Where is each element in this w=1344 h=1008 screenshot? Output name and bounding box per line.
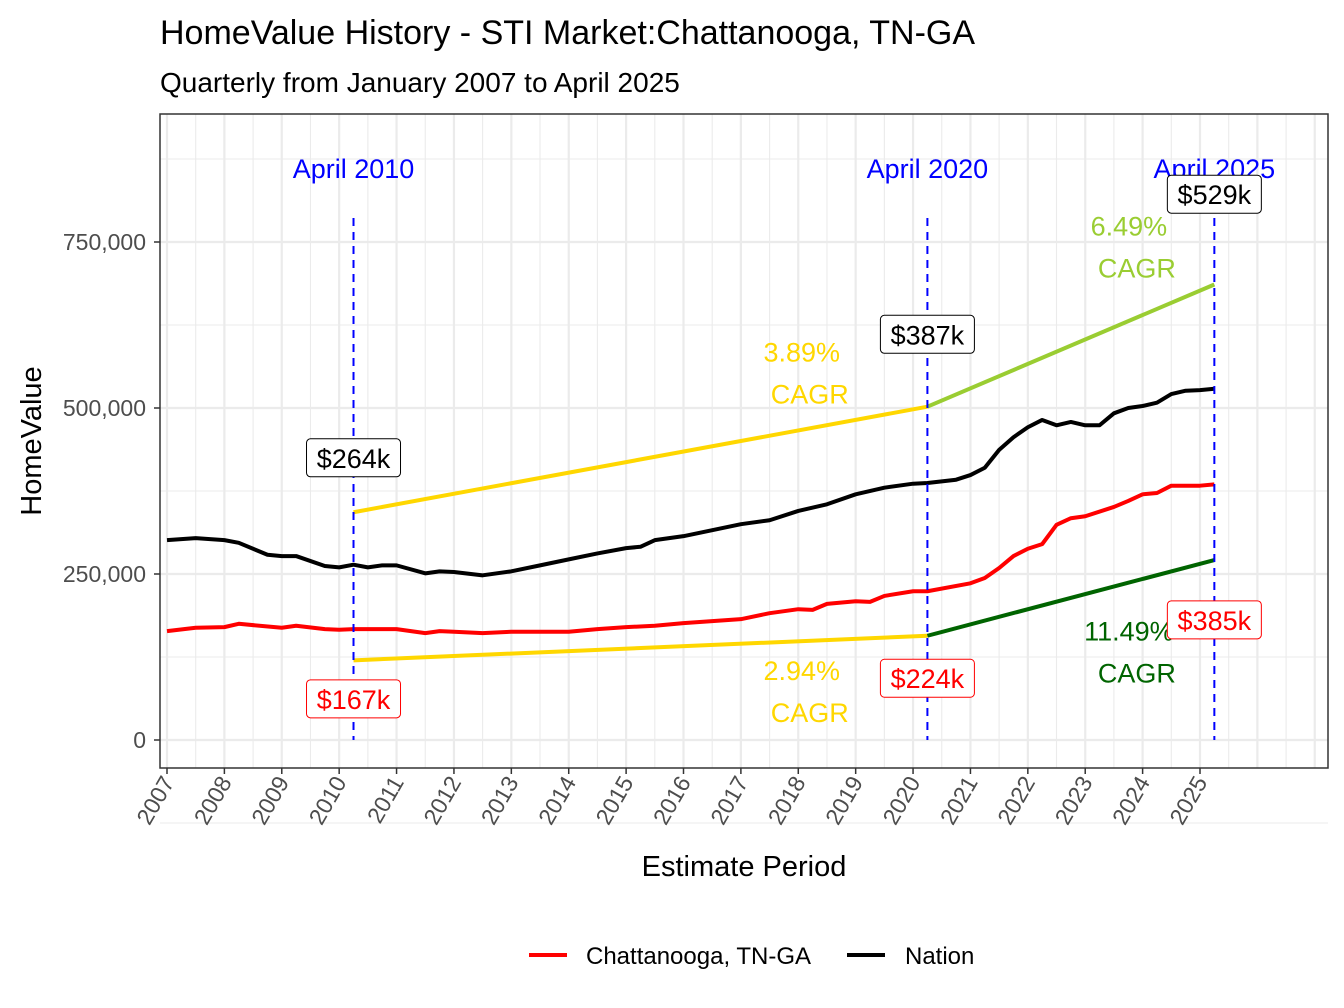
x-tick-label: 2007 [131, 772, 179, 829]
x-tick-label: 2014 [533, 771, 581, 828]
x-tick-label: 2025 [1164, 772, 1212, 829]
cagr-rate-label: 6.49% [1091, 211, 1168, 241]
cagr-line [926, 558, 1215, 638]
x-tick-label: 2016 [648, 772, 696, 829]
y-axis-label: HomeValue [16, 366, 48, 515]
value-label-box [879, 314, 975, 354]
cagr-line [926, 282, 1216, 409]
series-line-chattanooga-tn-ga [166, 482, 1215, 636]
value-label-box [306, 679, 402, 719]
cagr-text-label: CAGR [1098, 253, 1176, 283]
cagr-rate-label: 11.49% [1084, 616, 1174, 646]
value-label: $264k [317, 444, 391, 474]
value-label: $224k [891, 664, 965, 694]
value-label: $385k [1178, 606, 1252, 636]
value-label: $167k [317, 685, 391, 715]
y-tick-label: 0 [133, 727, 146, 753]
x-axis-label: Estimate Period [642, 851, 847, 883]
y-tick-label: 500,000 [63, 395, 146, 421]
x-tick-label: 2020 [877, 772, 925, 829]
x-tick-label: 2011 [362, 772, 409, 828]
x-tick-label: 2022 [992, 772, 1040, 829]
value-label: $387k [891, 320, 965, 350]
marker-date-label: April 2010 [293, 154, 415, 184]
cagr-line [353, 404, 928, 515]
cagr-text-label: CAGR [771, 380, 849, 410]
value-label-box [306, 438, 402, 478]
x-tick-label: 2018 [763, 772, 811, 829]
series-line-nation [166, 386, 1215, 578]
x-tick-label: 2024 [1107, 771, 1155, 828]
cagr-line [353, 633, 928, 663]
chart-subtitle: Quarterly from January 2007 to April 202… [160, 67, 680, 98]
y-tick-label: 750,000 [63, 229, 146, 255]
marker-date-label: April 2020 [867, 154, 989, 184]
legend-label-nation: Nation [905, 943, 974, 970]
chart-title: HomeValue History - STI Market:Chattanoo… [160, 14, 975, 52]
x-tick-label: 2008 [189, 772, 237, 829]
x-tick-label: 2010 [303, 772, 351, 829]
x-tick-label: 2012 [418, 772, 466, 829]
plot-panel-border [159, 113, 1329, 769]
x-tick-label: 2017 [705, 772, 753, 829]
value-label: $529k [1178, 180, 1252, 210]
value-label-box [1166, 174, 1262, 214]
x-tick-label: 2023 [1049, 772, 1097, 829]
cagr-text-label: CAGR [771, 698, 849, 728]
x-tick-label: 2013 [476, 772, 524, 829]
cagr-text-label: CAGR [1098, 658, 1176, 688]
legend-label-chattanooga: Chattanooga, TN-GA [586, 943, 811, 970]
plot-marks: 3.89% CAGR 6.49% CAGR 2.94% CAGR 11.49% CAGR Apr… [166, 154, 1275, 740]
x-tick-label: 2015 [590, 772, 638, 829]
cagr-rate-label: 2.94% [763, 656, 840, 686]
x-tick-label: 2021 [935, 772, 983, 829]
legend: Chattanooga, TN-GA Nation [529, 943, 974, 970]
x-tick-label: 2019 [820, 772, 868, 829]
value-label-box [1166, 600, 1262, 640]
cagr-rate-label: 3.89% [763, 338, 840, 368]
y-tick-label: 250,000 [63, 561, 146, 587]
value-label-box [879, 658, 975, 698]
x-tick-label: 2009 [246, 772, 294, 829]
